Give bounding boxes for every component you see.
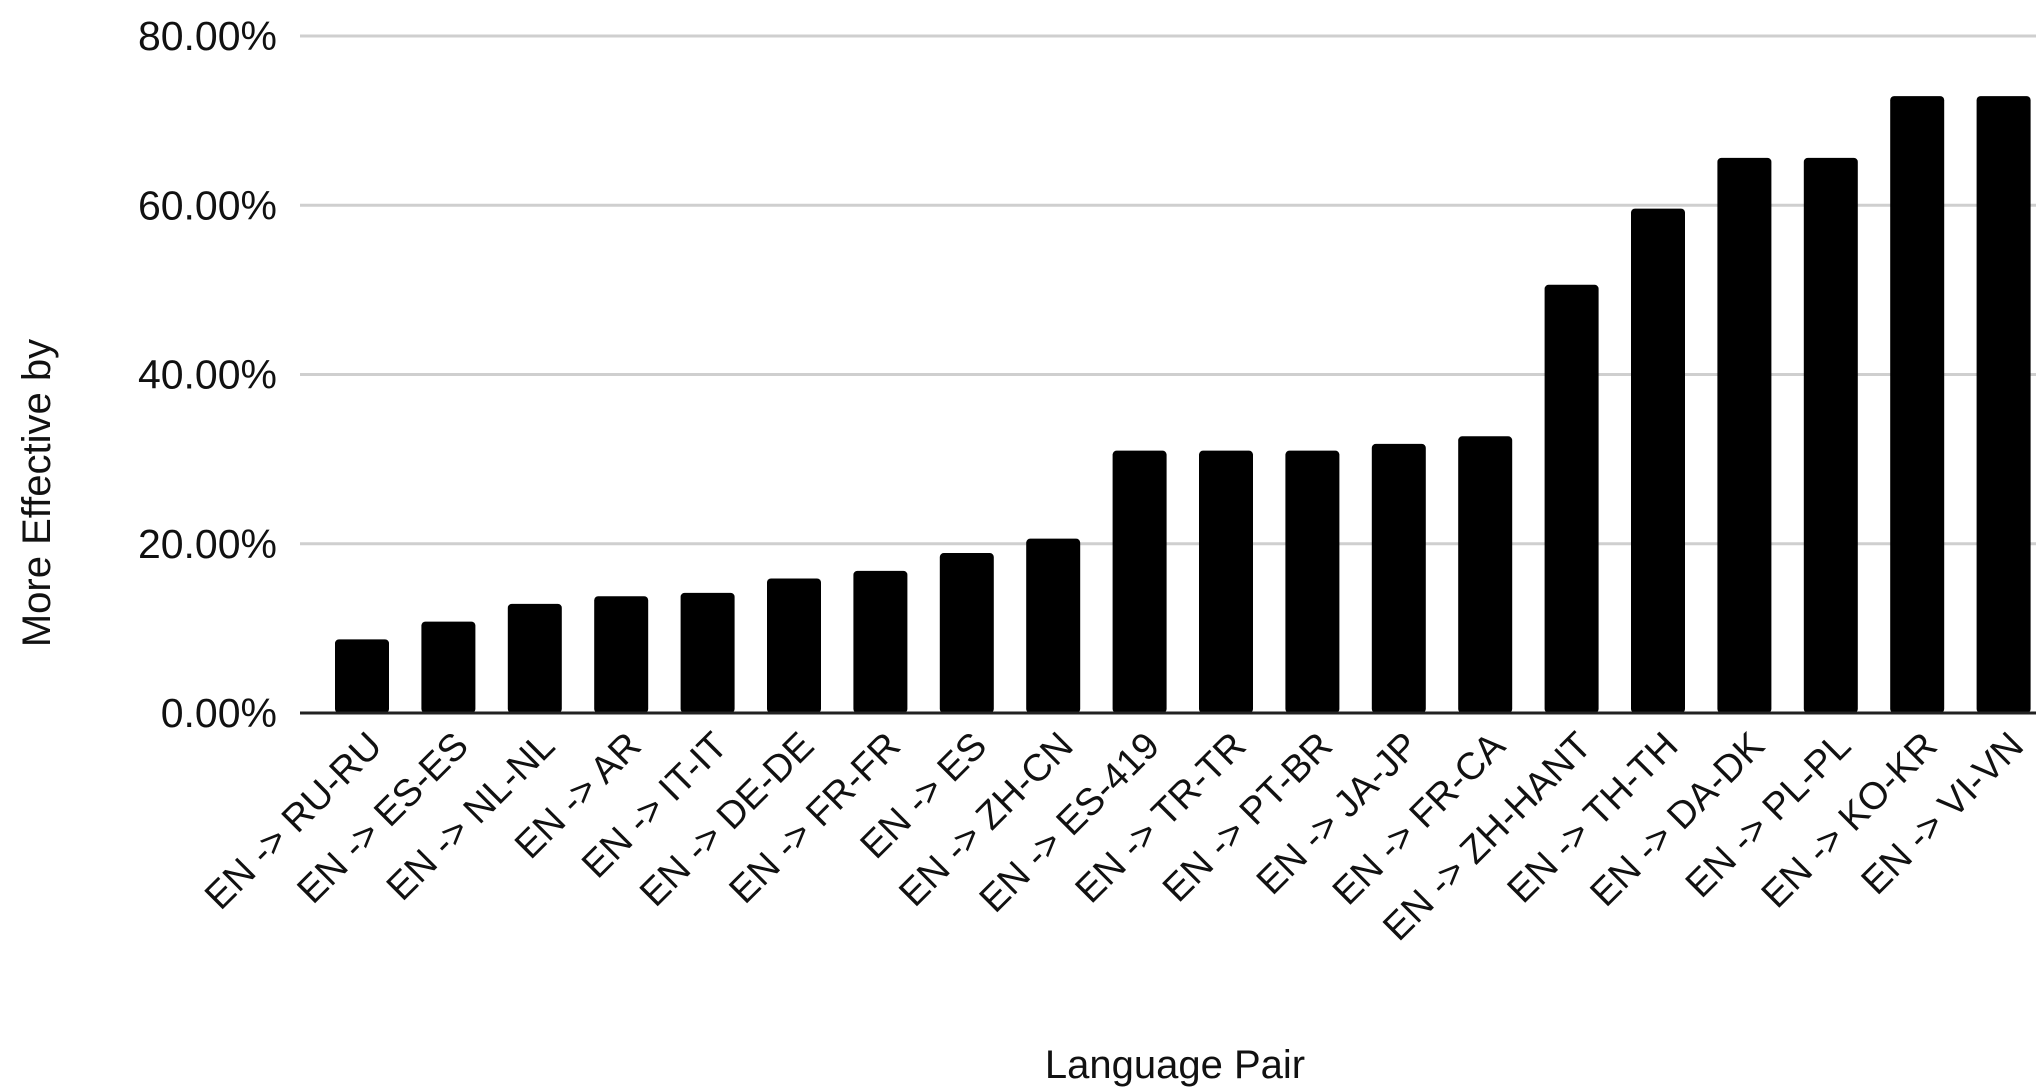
y-tick-label: 20.00% <box>138 521 277 567</box>
gridlines <box>300 34 2036 546</box>
bar <box>1112 450 1167 713</box>
bar <box>1285 450 1340 713</box>
bar <box>939 553 994 713</box>
bar <box>1631 208 1685 713</box>
y-axis-ticks: 0.00% 20.00% 40.00% 60.00% 80.00% <box>138 13 277 736</box>
y-tick-label: 40.00% <box>138 352 277 398</box>
y-tick-label: 0.00% <box>161 690 277 736</box>
bar <box>853 570 908 713</box>
bar <box>421 621 476 713</box>
bar <box>594 596 649 713</box>
bar <box>1026 538 1081 713</box>
bar <box>1803 157 1858 714</box>
bar <box>767 578 821 713</box>
bar <box>680 592 735 713</box>
bar <box>1717 157 1772 714</box>
bar <box>1458 436 1513 713</box>
bar <box>335 639 389 713</box>
y-tick-label: 80.00% <box>138 13 277 59</box>
bar <box>1371 443 1426 713</box>
y-tick-label: 60.00% <box>138 182 277 228</box>
x-axis-title: Language Pair <box>1045 1043 1305 1087</box>
bars <box>335 96 2031 714</box>
bar <box>1976 96 2031 714</box>
bar <box>1890 96 1945 714</box>
bar <box>1199 450 1253 713</box>
y-axis-title: More Effective by <box>15 339 59 647</box>
bar <box>1544 284 1599 713</box>
bar <box>507 603 562 713</box>
